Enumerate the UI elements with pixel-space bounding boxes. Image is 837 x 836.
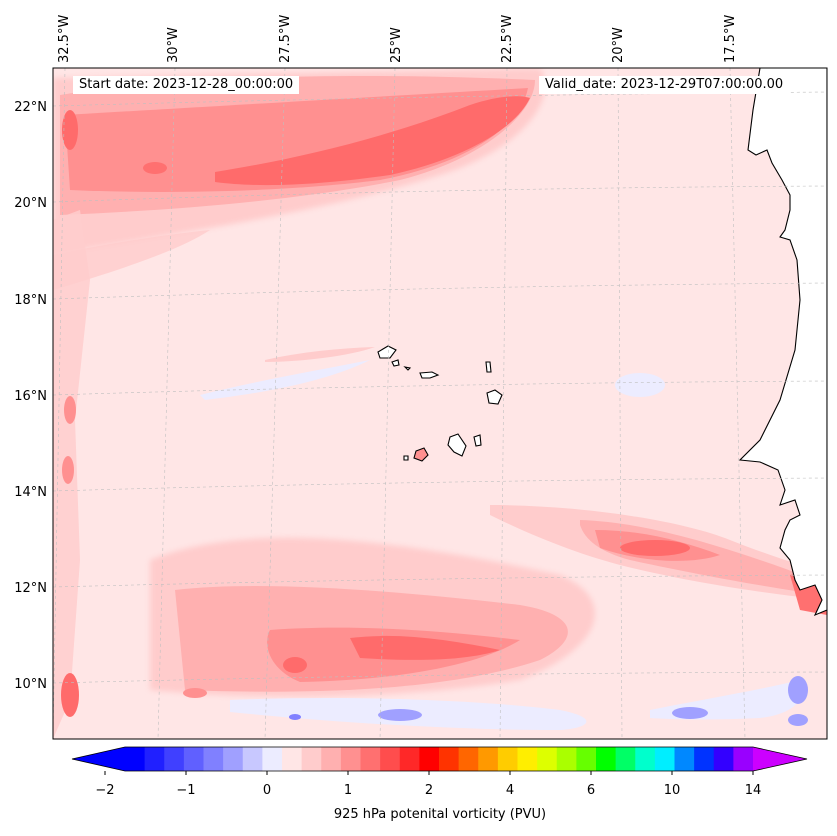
- pv-streak-east: [490, 505, 827, 615]
- colorbar-tick-label: 2: [425, 783, 433, 798]
- lon-label: 17.5°W: [723, 15, 738, 63]
- colorbar-tick-label: 10: [664, 783, 681, 798]
- colorbar-extend-high: [753, 747, 807, 771]
- colorbar-extend-low: [72, 747, 125, 771]
- map-gridlines: [53, 68, 827, 739]
- lat-label: 22°N: [14, 100, 47, 115]
- lat-label: 14°N: [14, 485, 47, 500]
- longitude-labels: 32.5°W 30°W 27.5°W 25°W 22.5°W 20°W 17.5…: [57, 15, 738, 63]
- colorbar-tick-label: −2: [95, 783, 114, 798]
- colorbar-segment: [282, 747, 303, 771]
- lat-label: 20°N: [14, 196, 47, 211]
- lat-label: 10°N: [14, 677, 47, 692]
- colorbar-title: 925 hPa potenital vorticity (PVU): [333, 807, 547, 822]
- colorbar-outline: [71, 746, 808, 772]
- colorbar-segment: [380, 747, 401, 771]
- lat-label: 12°N: [14, 581, 47, 596]
- colorbar-segment: [321, 747, 342, 771]
- colorbar-segment: [399, 747, 420, 771]
- pv-edge-west: [53, 210, 90, 739]
- lat-label: 16°N: [14, 389, 47, 404]
- colorbar-segment: [694, 747, 715, 771]
- colorbar-ticks: −2 −1 0 1 2 4 6 10 14: [95, 783, 761, 798]
- colorbar-segment: [635, 747, 656, 771]
- colorbar-segment: [439, 747, 460, 771]
- colorbar-segment: [144, 747, 165, 771]
- lon-label: 32.5°W: [57, 15, 72, 63]
- pv-band-north: [53, 68, 546, 290]
- map-area: [53, 68, 827, 739]
- colorbar-segment: [654, 747, 676, 771]
- lon-label: 22.5°W: [500, 15, 515, 63]
- colorbar-segment: [517, 747, 538, 771]
- lat-label: 18°N: [14, 293, 47, 308]
- colorbar-tick-label: 4: [506, 783, 514, 798]
- colorbar-segment: [203, 747, 224, 771]
- colorbar-segment: [576, 747, 597, 771]
- lon-label: 27.5°W: [278, 15, 293, 63]
- map-frame: [52, 67, 828, 740]
- colorbar-segment: [419, 747, 440, 771]
- colorbar-tick-label: 1: [344, 783, 352, 798]
- colorbar-segment: [556, 747, 577, 771]
- colorbar-segment: [615, 747, 636, 771]
- colorbar-segment: [458, 747, 479, 771]
- lon-label: 30°W: [166, 27, 181, 63]
- pv-band-central: [200, 347, 665, 400]
- colorbar-segment: [242, 747, 263, 771]
- colorbar-segment: [478, 747, 499, 771]
- colorbar-segment: [125, 747, 146, 771]
- colorbar-tick-label: 14: [745, 783, 762, 798]
- colorbar-segment: [262, 747, 283, 771]
- cape-verde-islands: [377, 345, 503, 462]
- valid-date-label: Valid_date: 2023-12-29T07:00:00.00: [539, 76, 790, 94]
- colorbar-segment: [183, 747, 205, 771]
- colorbar-segment: [223, 747, 244, 771]
- colorbar-segment: [360, 747, 381, 771]
- colorbar: [71, 746, 808, 775]
- colorbar-segment: [164, 747, 185, 771]
- colorbar-segment: [674, 747, 695, 771]
- start-date-label: Start date: 2023-12-28_00:00:00: [73, 76, 300, 94]
- colorbar-segment: [301, 747, 322, 771]
- colorbar-segment: [596, 747, 617, 771]
- colorbar-tick-label: 0: [263, 783, 271, 798]
- colorbar-tick-label: 6: [587, 783, 595, 798]
- colorbar-segment: [497, 747, 519, 771]
- colorbar-segment: [713, 747, 734, 771]
- colorbar-segment: [340, 747, 362, 771]
- pv-negative-patches: [230, 676, 808, 730]
- lon-label: 20°W: [611, 27, 626, 63]
- colorbar-segment: [537, 747, 558, 771]
- latitude-labels: 22°N 20°N 18°N 16°N 14°N 12°N 10°N: [14, 100, 47, 692]
- colorbar-tick-label: −1: [176, 783, 195, 798]
- lon-label: 25°W: [389, 27, 404, 63]
- colorbar-segment: [733, 747, 754, 771]
- pv-band-south: [150, 537, 595, 698]
